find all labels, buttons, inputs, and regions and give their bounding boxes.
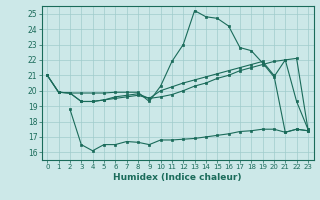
X-axis label: Humidex (Indice chaleur): Humidex (Indice chaleur) (113, 173, 242, 182)
